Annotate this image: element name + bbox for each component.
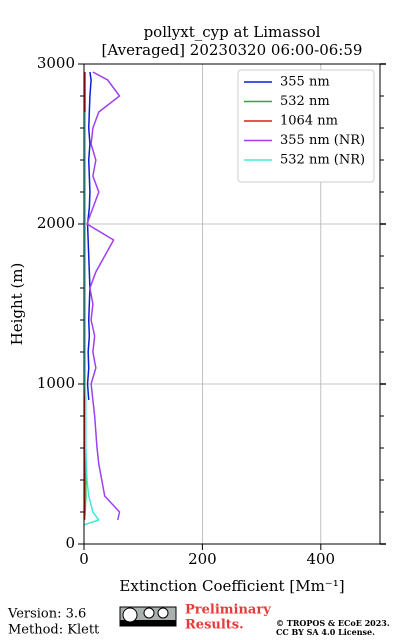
y-tick-label: 3000 (37, 54, 75, 72)
legend-label: 532 nm (NR) (280, 153, 365, 168)
line (86, 71, 121, 521)
status: Results. (185, 618, 244, 633)
legend-label: 532 nm (280, 94, 330, 109)
x-tick-label: 0 (79, 550, 89, 568)
version: Version: 3.6 (7, 607, 86, 622)
legend-box (237, 69, 375, 183)
license: CC BY SA 4.0 License. (276, 627, 375, 637)
legend-label: 355 nm (280, 75, 330, 90)
legend-label: 355 nm (NR) (280, 133, 365, 148)
license-icon (119, 606, 177, 627)
license: © TROPOS & ECoE 2023. (276, 618, 390, 628)
legend-label: 1064 nm (280, 114, 338, 129)
line (83, 112, 101, 526)
chart-subtitle: [Averaged] 20230320 06:00-06:59 (102, 41, 363, 59)
y-tick-label: 1000 (37, 374, 75, 392)
y-tick-label: 2000 (37, 214, 75, 232)
y-tick-label: 0 (65, 534, 75, 552)
method: Method: Klett (8, 623, 100, 638)
x-axis-label: Extinction Coefficient [Mm⁻¹] (119, 577, 344, 595)
line (86, 71, 92, 401)
status: Preliminary (185, 603, 271, 618)
x-tick-label: 400 (306, 550, 335, 568)
x-tick-label: 200 (188, 550, 217, 568)
plot-frame (83, 63, 381, 545)
chart-title: pollyxt_cyp at Limassol (144, 23, 321, 41)
y-axis-label: Height (m) (8, 263, 26, 346)
